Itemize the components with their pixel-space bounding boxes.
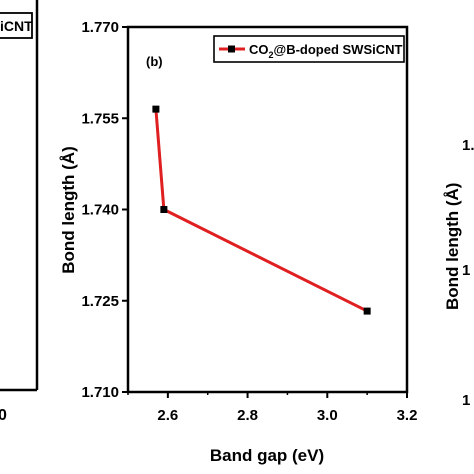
- legend-marker: [228, 45, 235, 53]
- right-panel-tick-2: 1: [462, 262, 470, 279]
- y-tick-label: 1.755: [81, 110, 119, 127]
- plot-area: 2.6 2.8 3.0 3.2 1.710 1.725 1.740 1.755 1.770 B…: [59, 19, 417, 465]
- series-line: [154, 109, 368, 313]
- y-tick-label: 1.710: [81, 384, 119, 401]
- right-panel-tick-1: 1.: [462, 137, 474, 154]
- y-axis-ticks: 1.710 1.725 1.740 1.755 1.770: [81, 19, 128, 401]
- y-tick-label: 1.770: [81, 19, 119, 36]
- x-tick-label: 2.8: [237, 407, 258, 424]
- plot-frame: [126, 25, 409, 394]
- x-tick-label: 2.6: [157, 407, 178, 424]
- legend-box: [213, 35, 405, 63]
- legend-label-post: @B-doped SWSiCNT: [274, 42, 403, 57]
- left-panel-legend-box: [0, 12, 33, 39]
- right-panel-fragment: Bond length (Å) 1. 1 1: [443, 137, 474, 409]
- x-axis-label: Band gap (eV): [210, 446, 324, 465]
- panel-label: (b): [146, 54, 163, 69]
- left-panel-legend-text: iCNT: [0, 18, 33, 34]
- x-tick-label: 3.2: [397, 407, 418, 424]
- y-tick-label: 1.725: [81, 293, 119, 310]
- legend-label-sub: 2: [269, 50, 274, 60]
- series-group: [152, 105, 371, 315]
- left-panel-fragment: iCNT 0: [0, 0, 39, 424]
- right-panel-ylabel: Bond length (Å): [443, 183, 462, 310]
- x-tick-label: 3.0: [317, 407, 338, 424]
- x-axis-ticks: 2.6 2.8 3.0 3.2: [127, 392, 418, 424]
- legend-label-pre: CO: [249, 42, 269, 57]
- data-point: [363, 307, 371, 315]
- legend-label: CO2@B-doped SWSiCNT: [249, 42, 403, 60]
- data-point: [152, 105, 160, 113]
- data-point: [160, 206, 168, 213]
- right-panel-tick-3: 1: [462, 392, 470, 409]
- left-panel-tick: 0: [0, 407, 7, 424]
- y-tick-label: 1.740: [81, 202, 119, 219]
- y-axis-label: Bond length (Å): [59, 146, 78, 273]
- legend: CO2@B-doped SWSiCNT: [213, 35, 405, 63]
